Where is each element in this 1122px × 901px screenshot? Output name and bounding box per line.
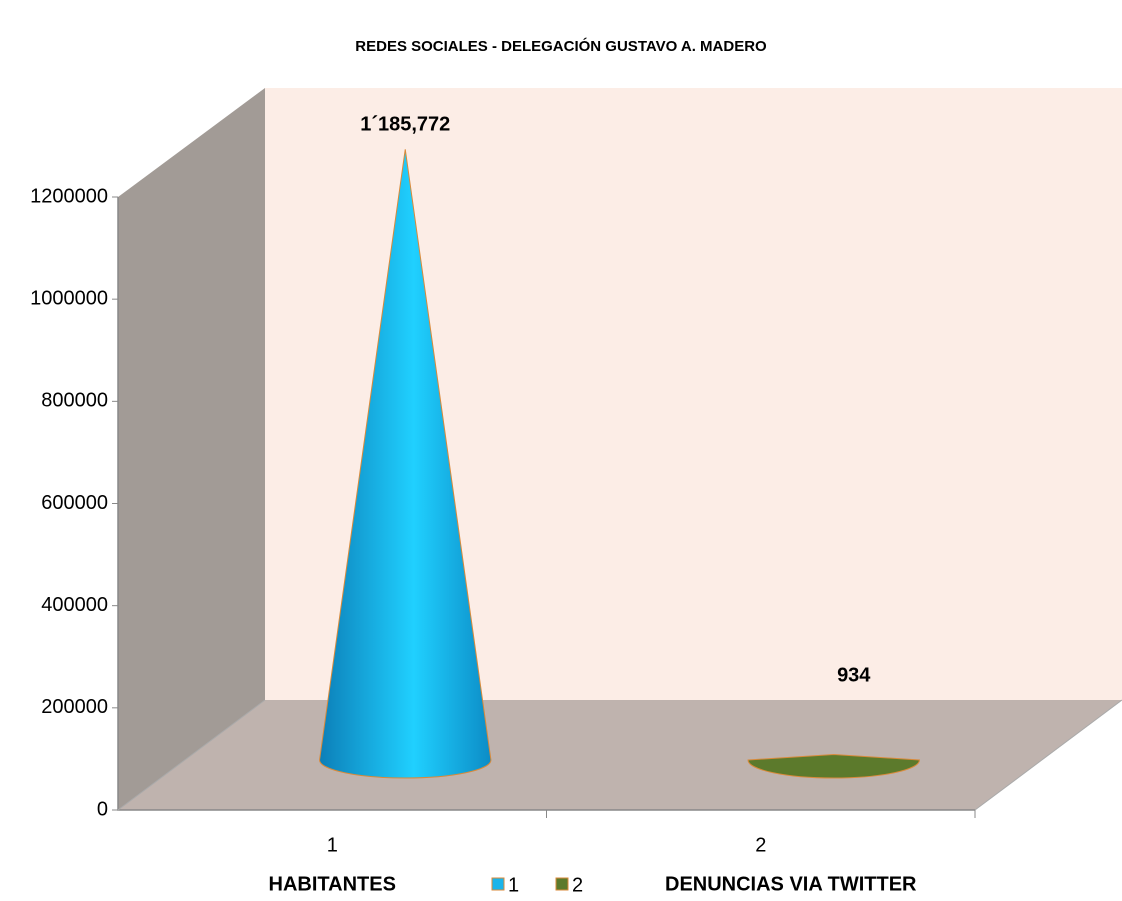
cone (319, 149, 492, 779)
back-wall (265, 88, 1122, 700)
y-tick-label: 400000 (41, 594, 108, 616)
y-tick-label: 600000 (41, 492, 108, 514)
legend-label: 1 (508, 874, 519, 896)
y-tick-label: 800000 (41, 390, 108, 412)
floor-edge (974, 699, 1122, 811)
side-wall (118, 88, 265, 810)
category-label: HABITANTES (269, 873, 396, 895)
legend-label: 2 (572, 874, 583, 896)
legend-swatch (491, 877, 505, 891)
floor (118, 700, 1122, 810)
y-tick-label: 1200000 (30, 185, 108, 207)
x-tick-label: 2 (755, 834, 766, 856)
y-tick-label: 1000000 (30, 287, 108, 309)
chart-title: REDES SOCIALES - DELEGACIÓN GUSTAVO A. M… (355, 37, 767, 55)
legend-swatch (555, 877, 569, 891)
y-tick-label: 200000 (41, 696, 108, 718)
value-label: 1´185,772 (360, 114, 450, 136)
value-label: 934 (837, 664, 871, 686)
x-tick-label: 1 (327, 834, 338, 856)
floor-edge (117, 699, 266, 811)
category-label: DENUNCIAS VIA TWITTER (665, 873, 917, 895)
cone (747, 754, 920, 779)
y-tick-label: 0 (97, 798, 108, 820)
